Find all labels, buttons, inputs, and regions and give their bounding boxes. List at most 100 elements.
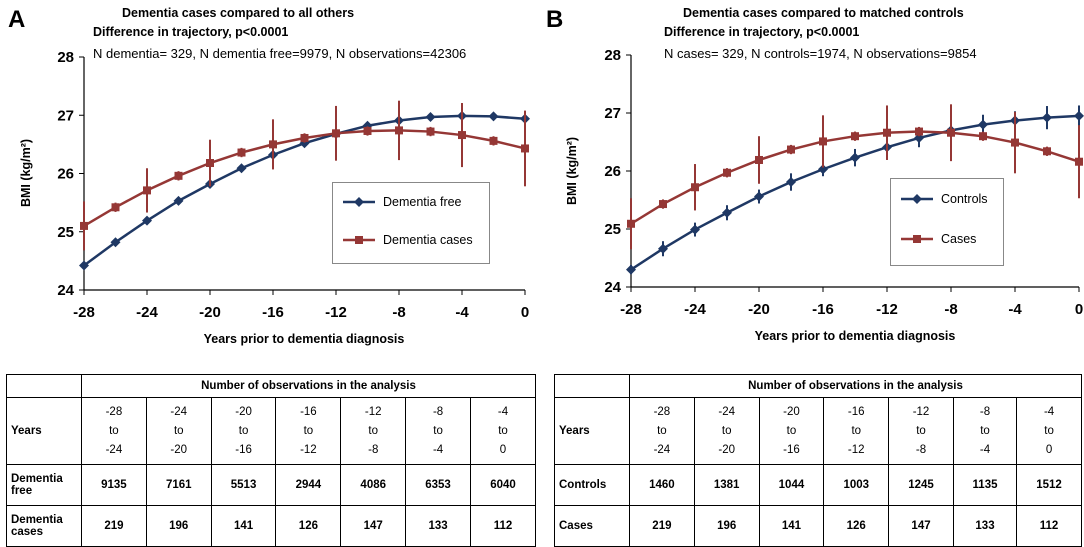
year-range-cell: -20 to -16: [758, 397, 825, 465]
y-tick-label: 27: [57, 107, 74, 124]
years-label: Years: [6, 397, 82, 465]
year-range-part: -16: [783, 443, 800, 456]
data-point: [521, 144, 529, 153]
y-tick-label: 24: [604, 279, 621, 296]
year-range-part: -24: [718, 405, 735, 418]
data-point: [850, 152, 860, 163]
year-range-cell: -8 to -4: [952, 397, 1018, 465]
year-range-cell: -12 to -8: [888, 397, 954, 465]
year-range-part: to: [721, 424, 732, 437]
count-cell: 2944: [275, 464, 342, 506]
table-header-row: Number of observations in the analysis: [554, 374, 1082, 398]
year-range-part: 0: [1045, 443, 1053, 456]
year-range-part: -4: [1043, 405, 1055, 418]
count-cell: 133: [405, 505, 471, 547]
year-range-cell: -4 to 0: [1016, 397, 1082, 465]
legend-swatch-0: [901, 194, 933, 204]
data-point: [851, 132, 859, 141]
count-cell: 1003: [823, 464, 890, 506]
data-point: [1043, 147, 1051, 156]
row-label: Dementia free: [6, 464, 82, 506]
data-point: [1074, 110, 1084, 121]
data-point: [755, 155, 763, 164]
year-range-cell: -28 to -24: [81, 397, 147, 465]
legend-swatch-1: [343, 236, 375, 244]
year-range-part: to: [303, 424, 314, 437]
year-range-part: -20: [718, 443, 735, 456]
year-range-part: to: [1044, 424, 1054, 437]
data-point: [947, 128, 955, 137]
count-cell: 5513: [210, 464, 277, 506]
legend-swatch-1: [901, 235, 933, 243]
count-cell: 112: [1016, 505, 1082, 547]
data-point: [1042, 112, 1052, 123]
row-label-part: cases: [11, 526, 43, 538]
count-cell: 1381: [693, 464, 760, 506]
y-tick-label: 28: [604, 47, 621, 64]
year-range-cell: -28 to -24: [629, 397, 695, 465]
table-row: Dementia cases 219 196 141 126 147 133 112: [6, 505, 537, 547]
data-point: [458, 131, 466, 140]
data-point: [818, 164, 828, 175]
data-point: [659, 200, 667, 209]
row-label: Dementia cases: [6, 505, 82, 547]
chart-svg: 24 25 26 27 28 -28 -24 -20 -16 -12 -8 -4 0 Years prio…: [19, 49, 530, 346]
table-row: Dementia free 9135 7161 5513 2944 4086 6353 6040: [6, 464, 537, 506]
year-range-part: -12: [300, 443, 317, 456]
count-cell: 9135: [81, 464, 147, 506]
count-cell: 133: [952, 505, 1018, 547]
year-range-cell: -24 to -20: [145, 397, 212, 465]
year-range-part: -12: [847, 443, 865, 456]
table-corner-cell: [6, 374, 82, 398]
legend-label-0: Dementia free: [383, 195, 462, 209]
y-tick-label: 28: [57, 49, 74, 66]
data-point: [754, 191, 764, 202]
count-cell: 7161: [145, 464, 212, 506]
y-tick-label: 25: [604, 221, 621, 238]
count-cell: 126: [823, 505, 890, 547]
year-range-part: -8: [915, 443, 927, 456]
year-range-cell: -16 to -12: [823, 397, 890, 465]
data-point: [300, 133, 309, 142]
y-axis-label: BMI (kg/m²): [565, 137, 579, 205]
n-info: N cases= 329, N controls=1974, N observa…: [664, 46, 977, 61]
panel-a: A Dementia cases compared to all others …: [0, 0, 542, 547]
y-tick-label: 27: [604, 105, 621, 122]
year-range-part: -24: [653, 443, 671, 456]
year-range-part: -12: [364, 405, 382, 418]
year-range-part: -8: [368, 443, 379, 456]
legend-marker: [912, 194, 922, 204]
count-cell: 1135: [952, 464, 1018, 506]
table-corner-cell: [554, 374, 630, 398]
year-range-part: to: [433, 424, 443, 437]
legend-swatch-0: [343, 197, 375, 207]
year-range-cell: -20 to -16: [210, 397, 277, 465]
year-range-part: to: [173, 424, 184, 437]
data-point: [786, 177, 796, 188]
data-point: [426, 127, 435, 136]
count-cell: 219: [629, 505, 695, 547]
data-point: [626, 264, 636, 275]
year-range-part: 0: [499, 443, 507, 456]
panel-b: B Dementia cases compared to matched con…: [542, 0, 1084, 547]
year-range-part: -8: [432, 405, 444, 418]
row-label: Controls: [554, 464, 630, 506]
data-point: [237, 148, 246, 157]
data-point: [236, 163, 247, 174]
row-label-part: Dementia: [11, 473, 63, 485]
legend: Dementia free Dementia cases: [332, 182, 490, 264]
year-range-cell: -12 to -8: [340, 397, 407, 465]
year-range-part: to: [851, 424, 862, 437]
data-point: [1011, 138, 1019, 147]
count-cell: 1245: [888, 464, 954, 506]
y-axis-label: BMI (kg/m²): [19, 139, 33, 207]
count-cell: 112: [469, 505, 537, 547]
data-point: [915, 127, 923, 136]
legend-item-0: Dementia free: [341, 195, 462, 209]
year-range-part: -24: [170, 405, 188, 418]
x-tick-label: -16: [812, 301, 834, 318]
data-point: [110, 237, 121, 248]
data-point: [363, 126, 372, 135]
y-tick-label: 25: [57, 224, 74, 241]
data-point: [332, 129, 340, 138]
